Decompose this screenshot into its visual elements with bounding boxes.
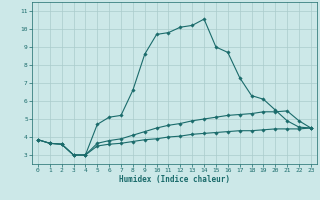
X-axis label: Humidex (Indice chaleur): Humidex (Indice chaleur)	[119, 175, 230, 184]
